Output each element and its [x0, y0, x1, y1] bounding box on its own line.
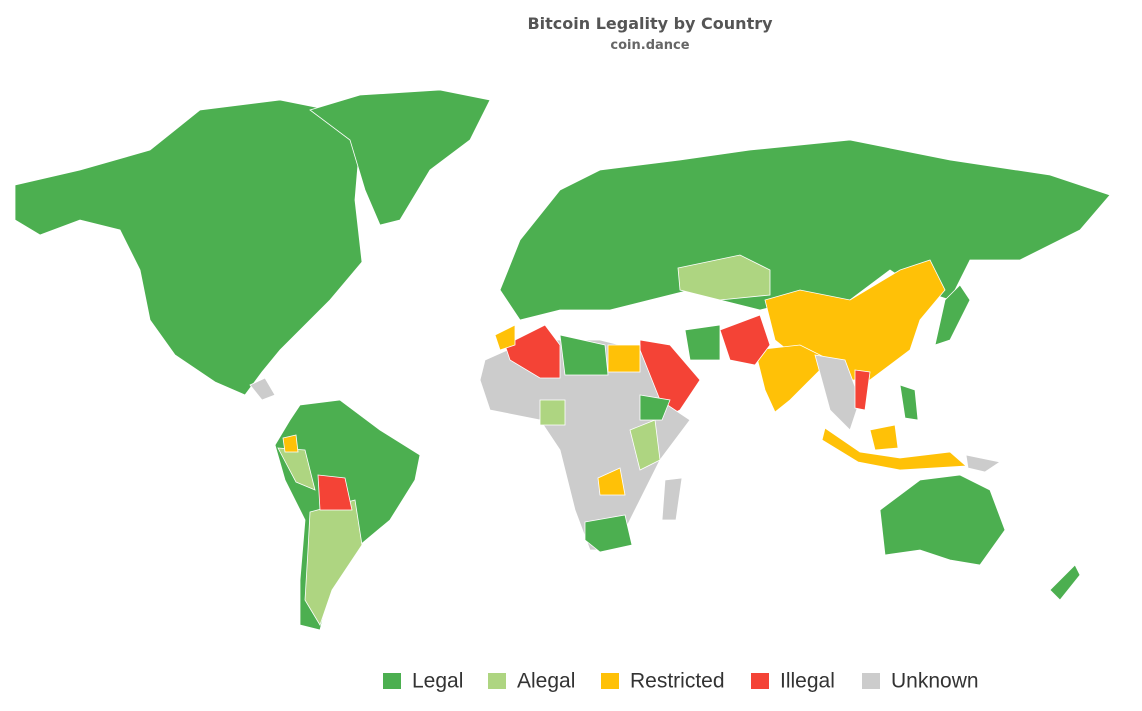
- country-region: [934, 284, 971, 346]
- country-region: [1049, 564, 1081, 601]
- country-region: [814, 354, 861, 431]
- country-region: [597, 467, 626, 496]
- legend-swatch: [751, 673, 769, 689]
- country-region: [854, 369, 871, 411]
- country-region: [304, 499, 363, 626]
- legend-swatch: [862, 673, 880, 689]
- map-title: Bitcoin Legality by Country: [527, 14, 773, 33]
- country-region: [249, 377, 276, 401]
- country-region: [317, 474, 353, 511]
- country-region: [607, 344, 641, 373]
- legend: Legal Alegal Restricted Illegal Unknown: [383, 670, 979, 693]
- country-region: [719, 314, 771, 366]
- country-region: [499, 139, 1111, 321]
- legend-label: Legal: [412, 670, 463, 693]
- legend-label: Restricted: [630, 670, 725, 693]
- legend-swatch: [383, 673, 401, 689]
- country-region: [494, 324, 516, 351]
- country-region: [309, 89, 491, 226]
- country-region: [661, 477, 683, 521]
- country-region: [821, 427, 967, 471]
- country-region: [639, 394, 671, 421]
- legend-label: Illegal: [780, 670, 835, 693]
- country-region: [754, 344, 831, 413]
- country-region: [14, 99, 363, 396]
- country-region: [504, 324, 561, 379]
- legend-label: Unknown: [891, 670, 979, 693]
- country-region: [899, 384, 919, 421]
- map-regions: [14, 89, 1111, 631]
- country-region: [559, 334, 609, 376]
- country-region: [684, 324, 721, 361]
- legend-swatch: [488, 673, 506, 689]
- legend-label: Alegal: [517, 670, 575, 693]
- country-region: [677, 254, 771, 301]
- country-region: [965, 454, 1002, 473]
- country-region: [584, 514, 633, 553]
- country-region: [879, 474, 1006, 566]
- country-region: [539, 399, 566, 426]
- map-subtitle: coin.dance: [610, 38, 689, 53]
- legend-swatch: [601, 673, 619, 689]
- country-region: [282, 434, 299, 453]
- country-region: [869, 424, 899, 451]
- country-region: [629, 419, 661, 471]
